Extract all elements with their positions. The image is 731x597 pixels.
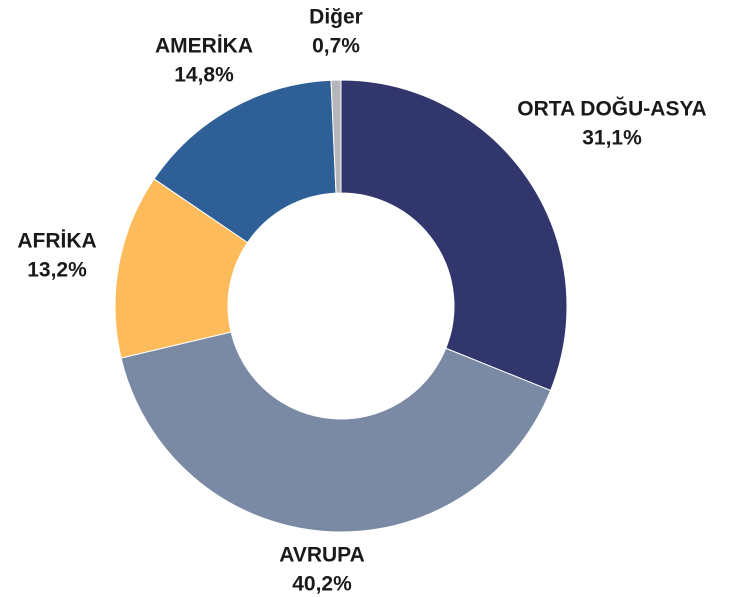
slice-label: AVRUPA: [279, 544, 365, 567]
donut-slice: [120, 331, 552, 533]
donut-slice: [340, 79, 568, 392]
slice-value-label: 40,2%: [292, 573, 352, 596]
slice-value-label: 13,2%: [27, 259, 87, 282]
slice-label: ORTA DOĞU-ASYA: [517, 97, 706, 121]
slice-label: Diğer: [309, 6, 363, 29]
slice-label: AFRİKA: [17, 230, 96, 253]
slice-value-label: 14,8%: [174, 64, 234, 87]
slice-value-label: 31,1%: [582, 127, 642, 150]
slice-label: AMERİKA: [155, 35, 253, 58]
slice-value-label: 0,7%: [312, 35, 360, 58]
donut-slice: [153, 79, 337, 244]
donut-slice: [330, 79, 342, 194]
